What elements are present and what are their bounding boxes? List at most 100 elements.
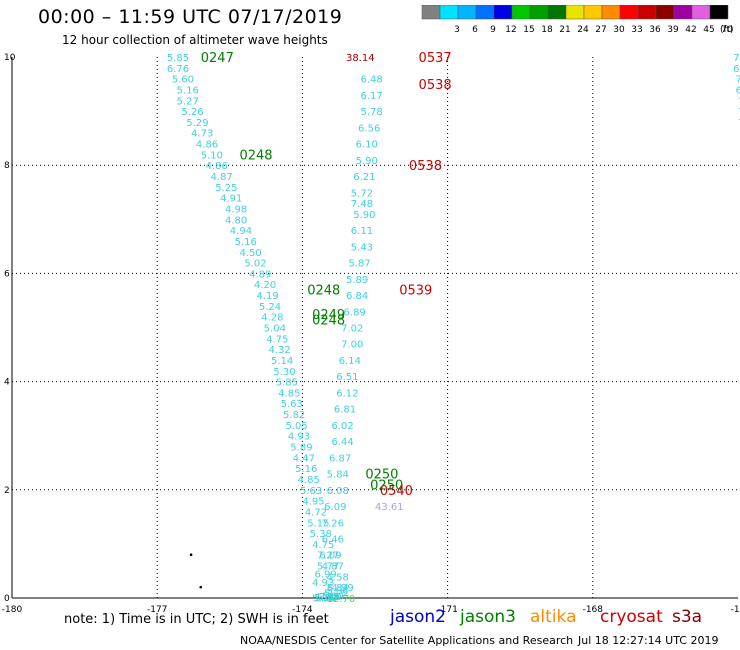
swh-value: 5.16 [295, 464, 317, 475]
swh-value: 4.20 [254, 280, 276, 291]
swh-value-edge: 6.3 [736, 85, 740, 96]
swh-value: 5.26 [181, 107, 203, 118]
swh-special-value: 38.14 [346, 53, 375, 64]
footer-note: note: 1) Time is in UTC; 2) SWH is in fe… [64, 612, 329, 627]
swh-value: 5.60 [172, 75, 194, 86]
y-tick-label: 4 [4, 378, 10, 388]
swh-value: 6.08 [327, 486, 349, 497]
swh-value: 6.46 [322, 534, 344, 545]
swh-value: 5.38 [310, 529, 332, 540]
swh-value: 4.91 [220, 194, 242, 205]
x-tick-label: -168 [583, 605, 604, 615]
pass-time-label: 0537 [419, 51, 452, 66]
swh-value: 5.89 [346, 275, 368, 286]
swh-value: 4.19 [256, 291, 278, 302]
swh-value: 5.63 [281, 399, 303, 410]
swh-value: 6.09 [324, 502, 346, 513]
color-swatch-label: 24 [577, 25, 589, 35]
swh-value: 6.02 [331, 421, 353, 432]
color-swatch-label: 18 [541, 25, 553, 35]
swh-value: 4.50 [239, 248, 261, 259]
pass-time-label: 0248 [312, 313, 345, 328]
pass-time-label: 0250 [365, 468, 398, 483]
swh-value: 5.25 [215, 183, 237, 194]
swh-value: 5.29 [186, 118, 208, 129]
color-swatch-label: 45 [703, 25, 714, 35]
color-swatch-label: 3 [454, 25, 460, 35]
swh-value: 7.48 [351, 199, 373, 210]
swh-value: 5.39 [312, 593, 334, 604]
swh-value: 5.16 [177, 85, 199, 96]
swh-value: 5.30 [322, 591, 344, 602]
swh-value: 5.10 [201, 150, 223, 161]
y-tick-label: 8 [4, 161, 10, 171]
swh-value: 4.86 [196, 140, 218, 151]
x-tick-label: -180 [2, 605, 23, 615]
legend-cryosat: cryosat [600, 607, 663, 627]
swh-value: 5.84 [327, 583, 349, 594]
swh-value: 5.43 [351, 242, 373, 253]
swh-value: 6.76 [167, 64, 189, 75]
data-dot [199, 585, 203, 589]
pass-time-label: 0248 [239, 148, 272, 163]
swh-value: 5.14 [271, 356, 293, 367]
swh-value: 4.80 [225, 215, 247, 226]
color-swatch-label: 39 [667, 25, 679, 35]
swh-value: 5.90 [356, 156, 378, 167]
swh-value: 4.75 [312, 540, 334, 551]
swh-value: 4.93 [288, 432, 310, 443]
credit-line: NOAA/NESDIS Center for Satellite Applica… [240, 634, 574, 647]
swh-value-edge: 7.05 [733, 53, 740, 64]
x-tick-label: -171 [437, 605, 457, 615]
swh-value: 4.58 [327, 572, 349, 583]
color-swatch-label: 70 [721, 25, 733, 35]
swh-value: 6.99 [315, 570, 337, 581]
swh-value: 4.93 [312, 578, 334, 589]
swh-value: 5.34 [327, 586, 349, 597]
swh-value: 5.78 [360, 107, 382, 118]
color-swatch [709, 5, 729, 20]
legend-jason2: jason2 [390, 607, 446, 627]
swh-value: 5.27 [177, 96, 199, 107]
swh-value: 5.24 [259, 302, 281, 313]
swh-value: 5.82 [283, 410, 305, 421]
color-swatch-label: 27 [595, 25, 606, 35]
color-swatch-label: 33 [631, 25, 642, 35]
swh-value: 4.86 [206, 161, 228, 172]
swh-value: 4.28 [261, 313, 283, 324]
swh-value: 5.16 [235, 237, 257, 248]
swh-value: 7.10 [319, 592, 341, 603]
color-swatch-label: 42 [685, 25, 696, 35]
swh-value: 7.02 [341, 324, 363, 335]
swh-value: 6.51 [336, 372, 358, 383]
swh-value: 6.21 [353, 172, 375, 183]
color-scale-bar: 3 6 9 12 15 18 21 24 27 30 33 36 39 42 45 70(ft) [421, 5, 734, 35]
swh-value: 5.04 [264, 324, 286, 335]
color-swatch-label: 9 [490, 25, 496, 35]
swh-value: 7.27 [317, 551, 339, 562]
swh-special-value: 43.61 [375, 502, 404, 513]
x-tick-label: -177 [147, 605, 167, 615]
color-swatch-label: 15 [523, 25, 534, 35]
swh-value: 4.47 [293, 453, 315, 464]
swh-value: 4.73 [191, 129, 213, 140]
swh-value: 4.94 [230, 226, 252, 237]
swh-value: 6.84 [346, 291, 368, 302]
swh-value: 5.85 [167, 53, 189, 64]
swh-value: 6.10 [356, 140, 378, 151]
swh-value: 4.85 [278, 388, 300, 399]
swh-value: 5.15 [307, 518, 329, 529]
swh-value: 5.84 [327, 470, 349, 481]
color-swatch-label: 21 [559, 25, 570, 35]
generated-timestamp: Jul 18 12:27:14 UTC 2019 [578, 634, 719, 647]
swh-value: 5.90 [353, 210, 375, 221]
swh-value: 5.77 [317, 562, 339, 573]
swh-value: 5.87 [348, 259, 370, 270]
y-tick-label: 6 [4, 269, 10, 279]
swh-value: 4.72 [305, 507, 327, 518]
swh-value: 4.98 [225, 204, 247, 215]
color-swatch-label: 12 [505, 25, 516, 35]
page-title: 00:00 – 11:59 UTC 07/17/2019 [38, 6, 343, 28]
pass-time-label: 0247 [201, 51, 234, 66]
swh-value: 6.56 [358, 123, 380, 134]
